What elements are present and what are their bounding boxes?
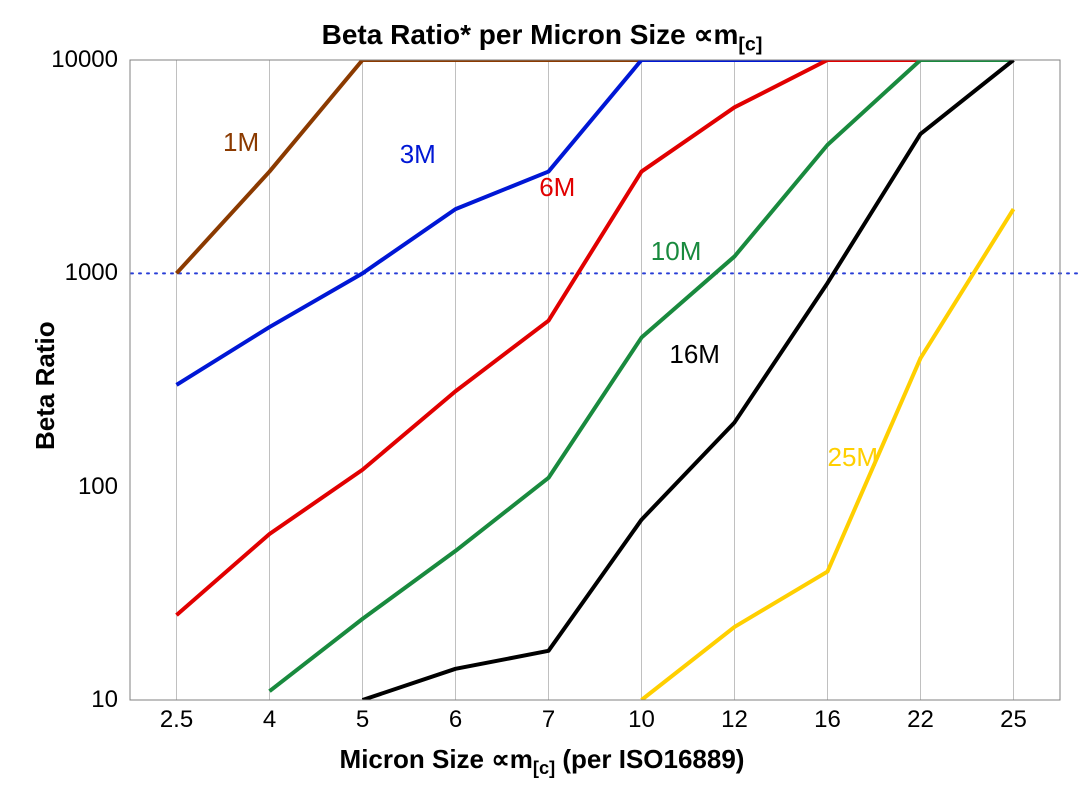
x-axis-label-text: Micron Size ∝m[c] (per ISO16889) xyxy=(340,744,745,774)
x-tick-label: 25 xyxy=(984,706,1044,734)
y-axis-label: Beta Ratio xyxy=(30,321,61,450)
series-label-6m: 6M xyxy=(539,172,575,203)
y-tick-label: 1000 xyxy=(0,259,118,287)
series-label-16m: 16M xyxy=(669,339,720,370)
x-tick-label: 22 xyxy=(891,706,951,734)
plot-area xyxy=(0,0,1084,798)
x-tick-label: 10 xyxy=(612,706,672,734)
x-tick-label: 2.5 xyxy=(147,706,207,734)
x-tick-label: 16 xyxy=(798,706,858,734)
x-tick-label: 7 xyxy=(519,706,579,734)
x-tick-label: 6 xyxy=(426,706,486,734)
series-label-1m: 1M xyxy=(223,127,259,158)
series-label-25m: 25M xyxy=(828,442,879,473)
series-label-10m: 10M xyxy=(651,236,702,267)
x-tick-label: 5 xyxy=(333,706,393,734)
y-tick-label: 10 xyxy=(0,686,118,714)
chart-title: Beta Ratio* per Micron Size ∝m[c] xyxy=(0,18,1084,57)
x-tick-label: 12 xyxy=(705,706,765,734)
chart-container: Beta Ratio* per Micron Size ∝m[c] Beta R… xyxy=(0,0,1084,798)
series-label-3m: 3M xyxy=(400,139,436,170)
x-tick-label: 4 xyxy=(240,706,300,734)
chart-title-text: Beta Ratio* per Micron Size ∝m[c] xyxy=(322,19,763,50)
x-axis-label: Micron Size ∝m[c] (per ISO16889) xyxy=(0,744,1084,779)
y-tick-label: 10000 xyxy=(0,46,118,74)
y-tick-label: 100 xyxy=(0,473,118,501)
